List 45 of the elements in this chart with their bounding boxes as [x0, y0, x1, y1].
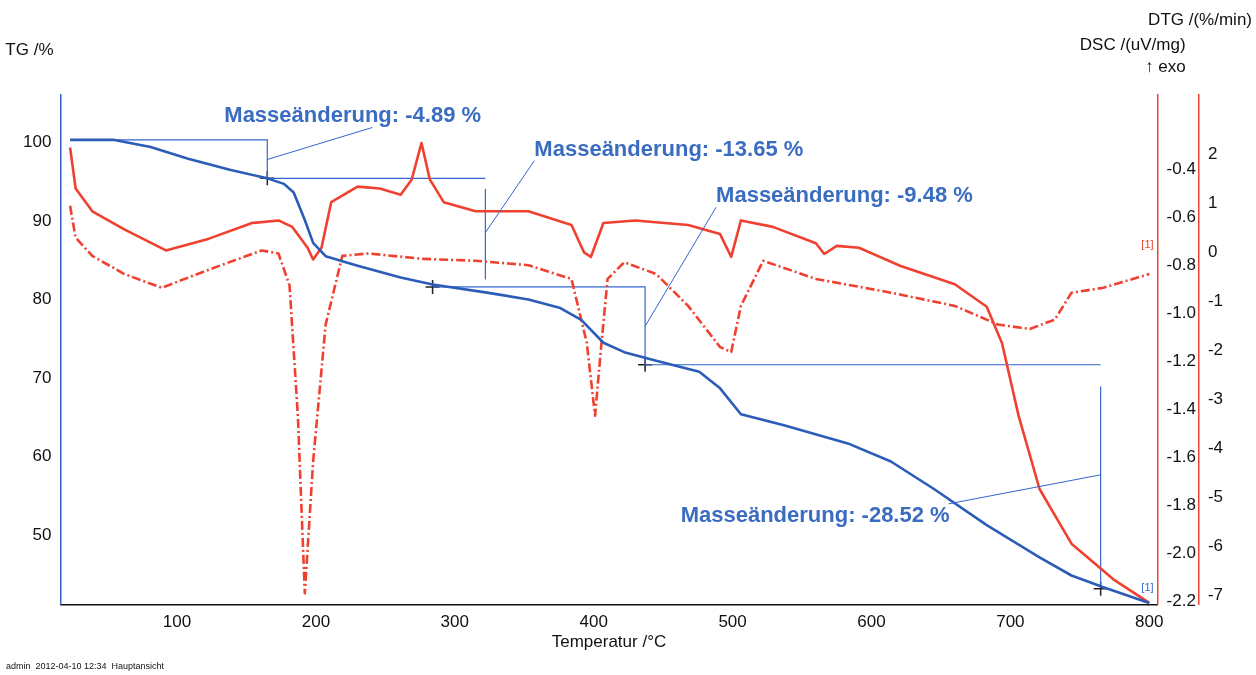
y-tick-label: 60 [32, 446, 52, 466]
y-tick-label: 100 [22, 131, 52, 151]
y3-tick-label: 0 [1207, 241, 1218, 261]
y3-tick-label: -5 [1207, 486, 1224, 506]
y2-tick-label: -1.4 [1166, 398, 1196, 418]
y2-tick-label: -0.6 [1166, 206, 1196, 226]
y2-tick-label: -2.0 [1166, 542, 1196, 562]
x-tick-label: 800 [1135, 612, 1164, 632]
y2-axis-title: DSC /(uV/mg) ↑ exo [1079, 35, 1186, 76]
y3-axis-title: DTG /(%/min) [1148, 10, 1252, 29]
y3-tick-label: -2 [1207, 339, 1224, 359]
annotation: Masseänderung: -13.65 % [534, 135, 804, 161]
x-tick-label: 200 [301, 612, 331, 632]
y2-tick-label: -2.2 [1166, 590, 1196, 610]
y2-tick-label: -0.8 [1166, 254, 1196, 274]
y3-tick-label: -1 [1207, 290, 1224, 310]
y3-tick-label: 2 [1207, 143, 1218, 163]
y3-tick-label: -6 [1207, 535, 1224, 555]
x-tick-label: 300 [440, 612, 469, 632]
annotation: Masseänderung: -28.52 % [680, 501, 950, 527]
x-tick-label: 100 [162, 612, 192, 632]
y3-tick-label: 1 [1207, 192, 1218, 212]
x-tick-label: 400 [579, 612, 608, 632]
annotation: [1] [1141, 237, 1154, 250]
y-tick-label: 70 [32, 367, 52, 387]
x-tick-label: 600 [857, 612, 886, 632]
text: admin 2012-04-10 12:34 Hauptansicht [6, 661, 165, 671]
y-tick-label: 90 [32, 210, 52, 230]
y2-tick-label: -1.8 [1166, 494, 1196, 514]
y2-tick-label: -1.0 [1166, 302, 1196, 322]
y2-tick-label: -1.2 [1166, 350, 1196, 370]
y3-tick-label: -7 [1207, 584, 1224, 604]
y-tick-label: 50 [32, 525, 52, 545]
annotation: [1] [1141, 580, 1154, 593]
x-tick-label: 700 [996, 612, 1025, 632]
y-axis-title: TG /% [5, 40, 54, 59]
annotation: Masseänderung: -4.89 % [224, 102, 482, 128]
x-axis-title: Temperatur /°C [551, 632, 667, 651]
y3-tick-label: -3 [1207, 388, 1224, 408]
y2-tick-label: -1.6 [1166, 446, 1196, 466]
y-tick-label: 80 [32, 289, 52, 309]
y3-tick-label: -4 [1207, 437, 1224, 457]
x-tick-label: 500 [718, 612, 747, 632]
y2-tick-label: -0.4 [1166, 159, 1196, 179]
annotation: Masseänderung: -9.48 % [716, 182, 973, 208]
